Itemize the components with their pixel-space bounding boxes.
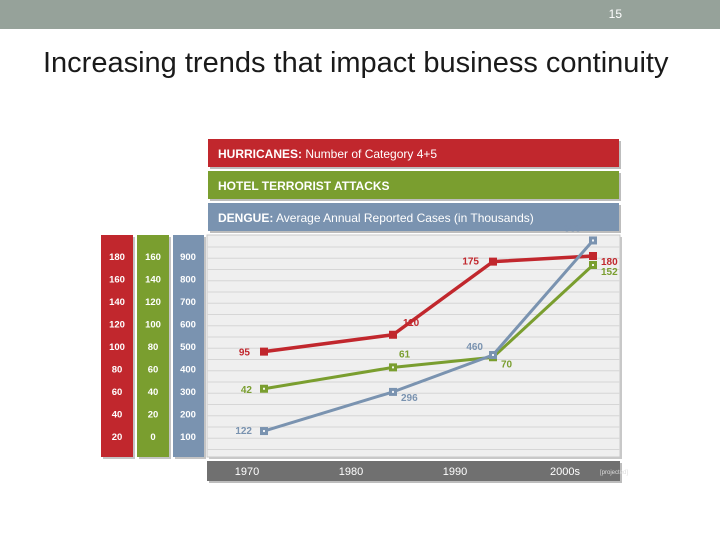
axis-tick-hurricanes: 180 <box>109 252 125 263</box>
axis-tick-terror: 140 <box>145 275 161 286</box>
data-point-dot <box>592 264 594 266</box>
axis-tick-terror: 80 <box>148 342 159 353</box>
banner-text-2: DENGUE: Average Annual Reported Cases (i… <box>218 211 534 225</box>
x-tick-label: 1990 <box>443 466 467 478</box>
axis-column-terror <box>137 235 169 457</box>
axis-tick-hurricanes: 100 <box>109 342 125 353</box>
axis-tick-hurricanes: 40 <box>112 410 123 421</box>
data-point-hurricanes <box>389 330 397 339</box>
data-label-dengue: 122 <box>235 426 252 437</box>
data-point-dot <box>592 239 594 242</box>
axis-column-hurricanes <box>101 235 133 457</box>
data-label-terror: 70 <box>501 359 513 370</box>
data-point-dot <box>263 430 265 433</box>
banner-rest-2: Average Annual Reported Cases (in Thousa… <box>273 211 533 225</box>
axis-tick-dengue: 500 <box>180 342 196 353</box>
axis-tick-dengue: 900 <box>180 252 196 263</box>
axis-tick-terror: 100 <box>145 320 161 331</box>
slide-header-bar: 15 <box>0 0 720 29</box>
axis-tick-terror: 0 <box>150 432 155 443</box>
axis-tick-dengue: 800 <box>180 275 196 286</box>
data-label-hurricanes: 95 <box>239 348 251 359</box>
slide-title: Increasing trends that impact business c… <box>43 47 669 79</box>
axis-tick-terror: 160 <box>145 252 161 263</box>
data-label-terror: 42 <box>241 385 253 396</box>
axis-tick-terror: 40 <box>148 387 159 398</box>
data-label-dengue: 296 <box>401 393 418 404</box>
banner-0 <box>208 139 619 167</box>
data-label-dengue: 460 <box>466 342 483 353</box>
plot-area <box>206 234 621 458</box>
banner-text-1: HOTEL TERRORIST ATTACKS <box>218 179 390 193</box>
data-point-dot <box>492 354 494 356</box>
data-label-terror: 61 <box>399 349 411 360</box>
x-tick-label: 1970 <box>235 466 259 478</box>
data-label-dengue: 969 <box>564 223 581 234</box>
data-label-hurricanes: 110 <box>403 318 420 329</box>
axis-tick-hurricanes: 120 <box>109 320 125 331</box>
axis-tick-terror: 120 <box>145 297 161 308</box>
banner-2 <box>208 203 619 231</box>
banner-bold-1: HOTEL TERRORIST ATTACKS <box>218 179 390 193</box>
axis-tick-hurricanes: 60 <box>112 387 123 398</box>
axis-tick-dengue: 200 <box>180 410 196 421</box>
data-label-hurricanes: 175 <box>462 257 479 268</box>
series-line-terror <box>263 263 595 391</box>
banner-bold-0: HURRICANES: <box>218 147 302 161</box>
axis-tick-terror: 60 <box>148 365 159 376</box>
data-label-hurricanes: 180 <box>601 257 618 268</box>
page-number: 15 <box>608 7 622 21</box>
data-label-terror: 152 <box>601 267 618 278</box>
series-line-dengue <box>263 239 595 433</box>
axis-tick-hurricanes: 160 <box>109 275 125 286</box>
axis-tick-dengue: 600 <box>180 320 196 331</box>
banner-text-0: HURRICANES: Number of Category 4+5 <box>218 147 437 161</box>
banner-bold-2: DENGUE: <box>218 211 273 225</box>
axis-column-dengue <box>173 235 204 457</box>
axis-tick-hurricanes: 80 <box>112 365 123 376</box>
axis-tick-hurricanes: 20 <box>112 432 123 443</box>
x-note: [projected] <box>600 470 628 476</box>
data-point-hurricanes <box>589 252 597 260</box>
banner-1 <box>208 171 619 199</box>
axis-tick-terror: 20 <box>148 410 159 421</box>
axis-tick-dengue: 300 <box>180 387 196 398</box>
x-tick-label: 1980 <box>339 466 363 478</box>
axis-tick-dengue: 100 <box>180 432 196 443</box>
axis-tick-hurricanes: 140 <box>109 297 125 308</box>
data-point-hurricanes <box>489 257 497 266</box>
axis-tick-dengue: 400 <box>180 365 196 376</box>
data-point-dot <box>263 387 265 390</box>
x-tick-label: 2000s <box>550 466 580 478</box>
axis-tick-dengue: 700 <box>180 297 196 308</box>
banner-rest-0: Number of Category 4+5 <box>302 147 437 161</box>
data-point-dot <box>392 390 394 393</box>
data-point-dot <box>392 366 394 369</box>
data-point-hurricanes <box>260 347 268 356</box>
series-line-hurricanes <box>263 254 594 354</box>
xaxis-bar <box>207 461 620 481</box>
